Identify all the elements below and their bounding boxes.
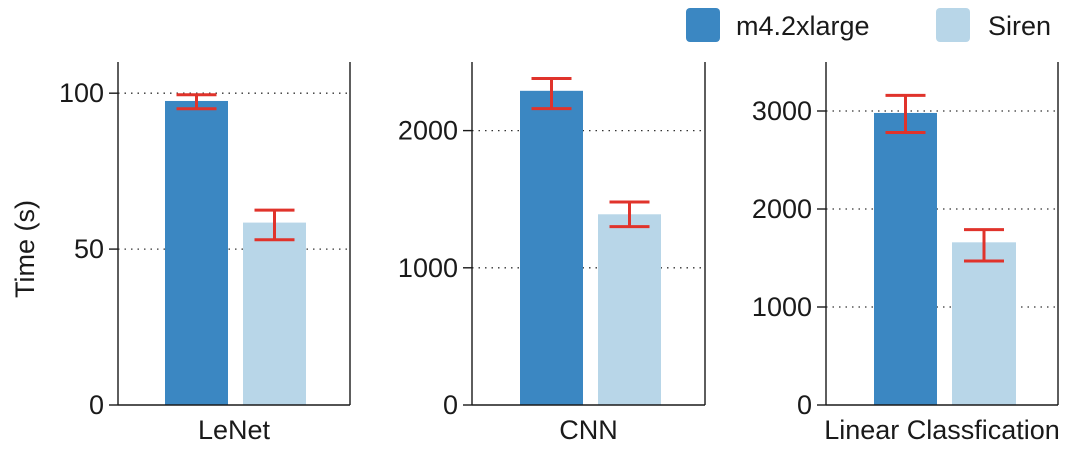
legend-swatch-siren <box>936 8 970 42</box>
y-tick-label: 1000 <box>398 253 458 283</box>
panel-lenet: 0 50 100 LeNet <box>59 62 351 445</box>
error-bar-m4-2xlarge <box>885 93 926 135</box>
error-bar-siren <box>609 200 650 229</box>
legend-label-siren: Siren <box>988 11 1051 41</box>
legend: m4.2xlarge Siren <box>686 8 1051 42</box>
bar-siren <box>952 242 1016 405</box>
error-bar-m4-2xlarge <box>176 93 217 111</box>
y-tick-label: 0 <box>797 390 812 420</box>
error-bar-m4-2xlarge <box>531 76 572 111</box>
error-bar-siren <box>254 208 295 242</box>
panel-cnn: 0 1000 2000 CNN <box>398 62 706 445</box>
legend-label-m4-2xlarge: m4.2xlarge <box>736 11 870 41</box>
y-tick-label: 100 <box>59 78 104 108</box>
y-tick-label: 2000 <box>398 116 458 146</box>
bar-siren <box>598 214 661 405</box>
bar-m4-2xlarge <box>165 100 228 406</box>
error-bar-siren <box>964 228 1004 263</box>
x-axis-label: Linear Classfication <box>824 415 1060 445</box>
y-axis-label: Time (s) <box>10 200 40 298</box>
y-tick-label: 0 <box>89 390 104 420</box>
legend-swatch-m4-2xlarge <box>686 8 720 42</box>
y-tick-label: 0 <box>443 390 458 420</box>
y-tick-label: 50 <box>74 234 104 264</box>
y-tick-label: 3000 <box>752 96 812 126</box>
x-axis-label: CNN <box>559 415 618 445</box>
x-axis-label: LeNet <box>198 415 271 445</box>
y-tick-label: 2000 <box>752 194 812 224</box>
bar-m4-2xlarge <box>520 90 583 405</box>
bar-m4-2xlarge <box>874 112 937 406</box>
y-tick-label: 1000 <box>752 292 812 322</box>
panels: 0 50 100 LeNet 0 1000 2000 CNN 0 1000 2000 3000 Line… <box>59 62 1060 445</box>
panel-linear-classfication: 0 1000 2000 3000 Linear Classfication <box>752 62 1060 445</box>
bar-siren <box>243 222 306 405</box>
